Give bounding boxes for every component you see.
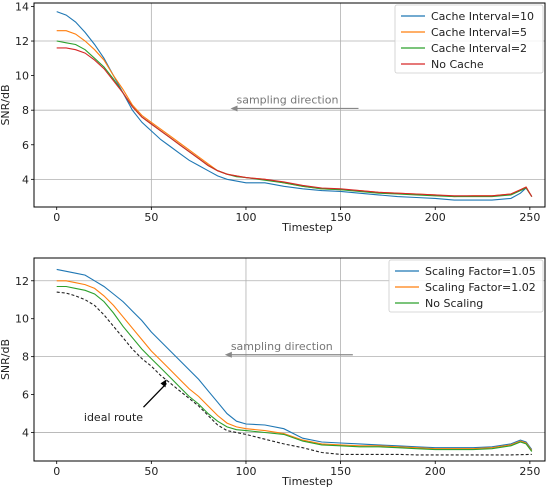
legend-entry-1: Scaling Factor=1.02 xyxy=(425,281,536,294)
x-axis-label: Timestep xyxy=(281,475,333,488)
x-tick-label: 100 xyxy=(235,465,256,478)
ideal-route-label: ideal route xyxy=(84,411,143,424)
y-tick-label: 12 xyxy=(15,35,29,48)
x-tick-label: 200 xyxy=(425,211,446,224)
x-tick-label: 150 xyxy=(330,211,351,224)
x-tick-label: 200 xyxy=(425,465,446,478)
y-tick-label: 4 xyxy=(22,427,29,440)
annotation-text: sampling direction xyxy=(231,340,333,353)
legend-entry-0: Scaling Factor=1.05 xyxy=(425,265,536,278)
chart-top: 0 50 100 150 200 250 4 6 8 10 12 14 Timestep SNR/dB sa… xyxy=(0,0,546,234)
annotation-arrow-head xyxy=(230,105,238,112)
x-axis-label: Timestep xyxy=(281,221,333,234)
series-line-3 xyxy=(56,291,532,456)
legend-entry-1: Cache Interval=5 xyxy=(431,26,527,39)
y-tick-label: 10 xyxy=(15,313,29,326)
x-tick-label: 50 xyxy=(144,211,158,224)
axes-frame xyxy=(33,2,546,208)
y-tick-label: 8 xyxy=(22,351,29,364)
y-tick-label: 8 xyxy=(22,104,29,117)
chart-bottom: 0 50 100 150 200 250 4 6 8 10 12 Timestep SNR/dB samp… xyxy=(0,257,546,488)
y-tick-label: 4 xyxy=(22,173,29,186)
y-tick-label: 10 xyxy=(15,70,29,83)
ideal-route-arrow-head xyxy=(160,379,167,388)
x-tick-label: 0 xyxy=(53,211,60,224)
annotation-arrow-head xyxy=(224,351,232,358)
y-tick-label: 12 xyxy=(15,275,29,288)
legend-entry-2: Cache Interval=2 xyxy=(431,42,527,55)
series-line-1 xyxy=(56,280,533,451)
x-tick-label: 0 xyxy=(53,465,60,478)
series-line-3 xyxy=(56,47,533,197)
legend-box xyxy=(388,259,544,313)
series-line-0 xyxy=(56,268,533,450)
annotation-text: sampling direction xyxy=(237,93,339,106)
axes-frame xyxy=(33,257,546,462)
y-tick-label: 6 xyxy=(22,139,29,152)
legend-entry-0: Cache Interval=10 xyxy=(431,10,534,23)
y-axis-label: SNR/dB xyxy=(0,339,12,380)
series-line-2 xyxy=(56,285,533,452)
y-tick-label: 14 xyxy=(15,0,29,13)
ideal-route-arrow-shaft xyxy=(143,382,167,408)
y-axis-label: SNR/dB xyxy=(0,84,12,125)
x-tick-label: 100 xyxy=(235,211,256,224)
legend-box xyxy=(394,4,544,74)
x-tick-label: 250 xyxy=(519,465,540,478)
legend-entry-2: No Scaling xyxy=(425,297,483,310)
x-tick-label: 50 xyxy=(144,465,158,478)
y-tick-label: 6 xyxy=(22,389,29,402)
x-tick-label: 250 xyxy=(519,211,540,224)
legend-entry-3: No Cache xyxy=(431,58,484,71)
x-tick-label: 150 xyxy=(330,465,351,478)
